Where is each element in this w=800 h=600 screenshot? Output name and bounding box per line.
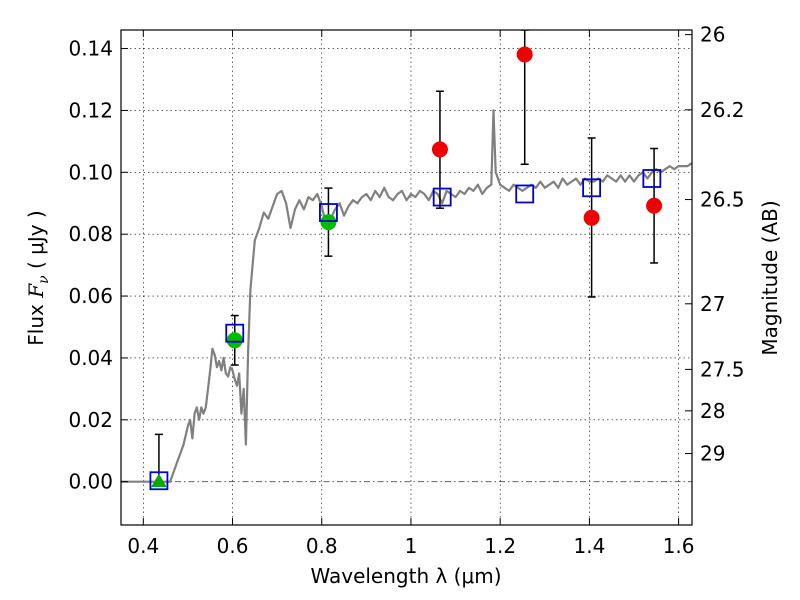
x-axis-label: Wavelength λ (μm) [310, 564, 501, 588]
model-square [149, 471, 169, 491]
observed-point [431, 141, 448, 158]
x-tick-label: 1 [405, 534, 418, 558]
grid [121, 30, 692, 525]
model-square [642, 169, 662, 188]
model-square [432, 187, 452, 207]
model-square [582, 178, 602, 198]
right-tick-label: 27.5 [700, 357, 745, 381]
model-square [319, 203, 338, 222]
y-tick-label: 0.14 [68, 37, 113, 61]
observed-points [151, 46, 663, 488]
x-tick-label: 0.8 [306, 534, 338, 558]
right-axis-ticks: 26 26.2 26.5 27 27.5 28 29 [685, 23, 745, 466]
observed-point [226, 332, 243, 349]
x-tick-label: 1.6 [663, 534, 695, 558]
model-square [225, 323, 245, 343]
y-tick-label: 0.00 [68, 470, 113, 494]
model-squares [149, 169, 662, 491]
right-tick-label: 28 [700, 399, 725, 423]
x-axis-ticks: 0.4 0.6 0.8 1 1.2 1.4 1.6 [127, 30, 695, 558]
right-tick-label: 27 [700, 292, 725, 316]
error-bars [154, 30, 659, 483]
y-tick-label: 0.02 [68, 408, 113, 432]
right-axis-label: Magnitude (AB) [758, 200, 782, 355]
observed-point [320, 214, 337, 231]
x-tick-label: 0.6 [217, 534, 249, 558]
right-tick-label: 26 [700, 23, 725, 47]
observed-upper-limit-point [151, 473, 167, 488]
template-spectrum [121, 109, 692, 483]
y-tick-label: 0.12 [68, 98, 113, 122]
model-square [515, 184, 535, 204]
x-tick-label: 1.2 [484, 534, 516, 558]
right-tick-label: 29 [700, 442, 725, 466]
plot-frame [120, 29, 693, 526]
y-tick-label: 0.06 [68, 284, 113, 308]
y-tick-label: 0.10 [68, 160, 113, 184]
y-axis-label: Flux Fν ( μJy ) [24, 210, 52, 345]
y-axis-ticks: 0.00 0.02 0.04 0.06 0.08 0.10 0.12 0.14 [68, 37, 128, 494]
x-tick-label: 0.4 [127, 534, 159, 558]
observed-point [646, 197, 663, 214]
template-spectrum-line [121, 109, 692, 483]
right-tick-label: 26.2 [700, 98, 745, 122]
y-tick-label: 0.04 [68, 346, 113, 370]
observed-point [583, 209, 600, 226]
y-tick-label: 0.08 [68, 222, 113, 246]
observed-point [516, 46, 533, 63]
right-tick-label: 26.5 [700, 188, 745, 212]
x-tick-label: 1.4 [573, 534, 605, 558]
